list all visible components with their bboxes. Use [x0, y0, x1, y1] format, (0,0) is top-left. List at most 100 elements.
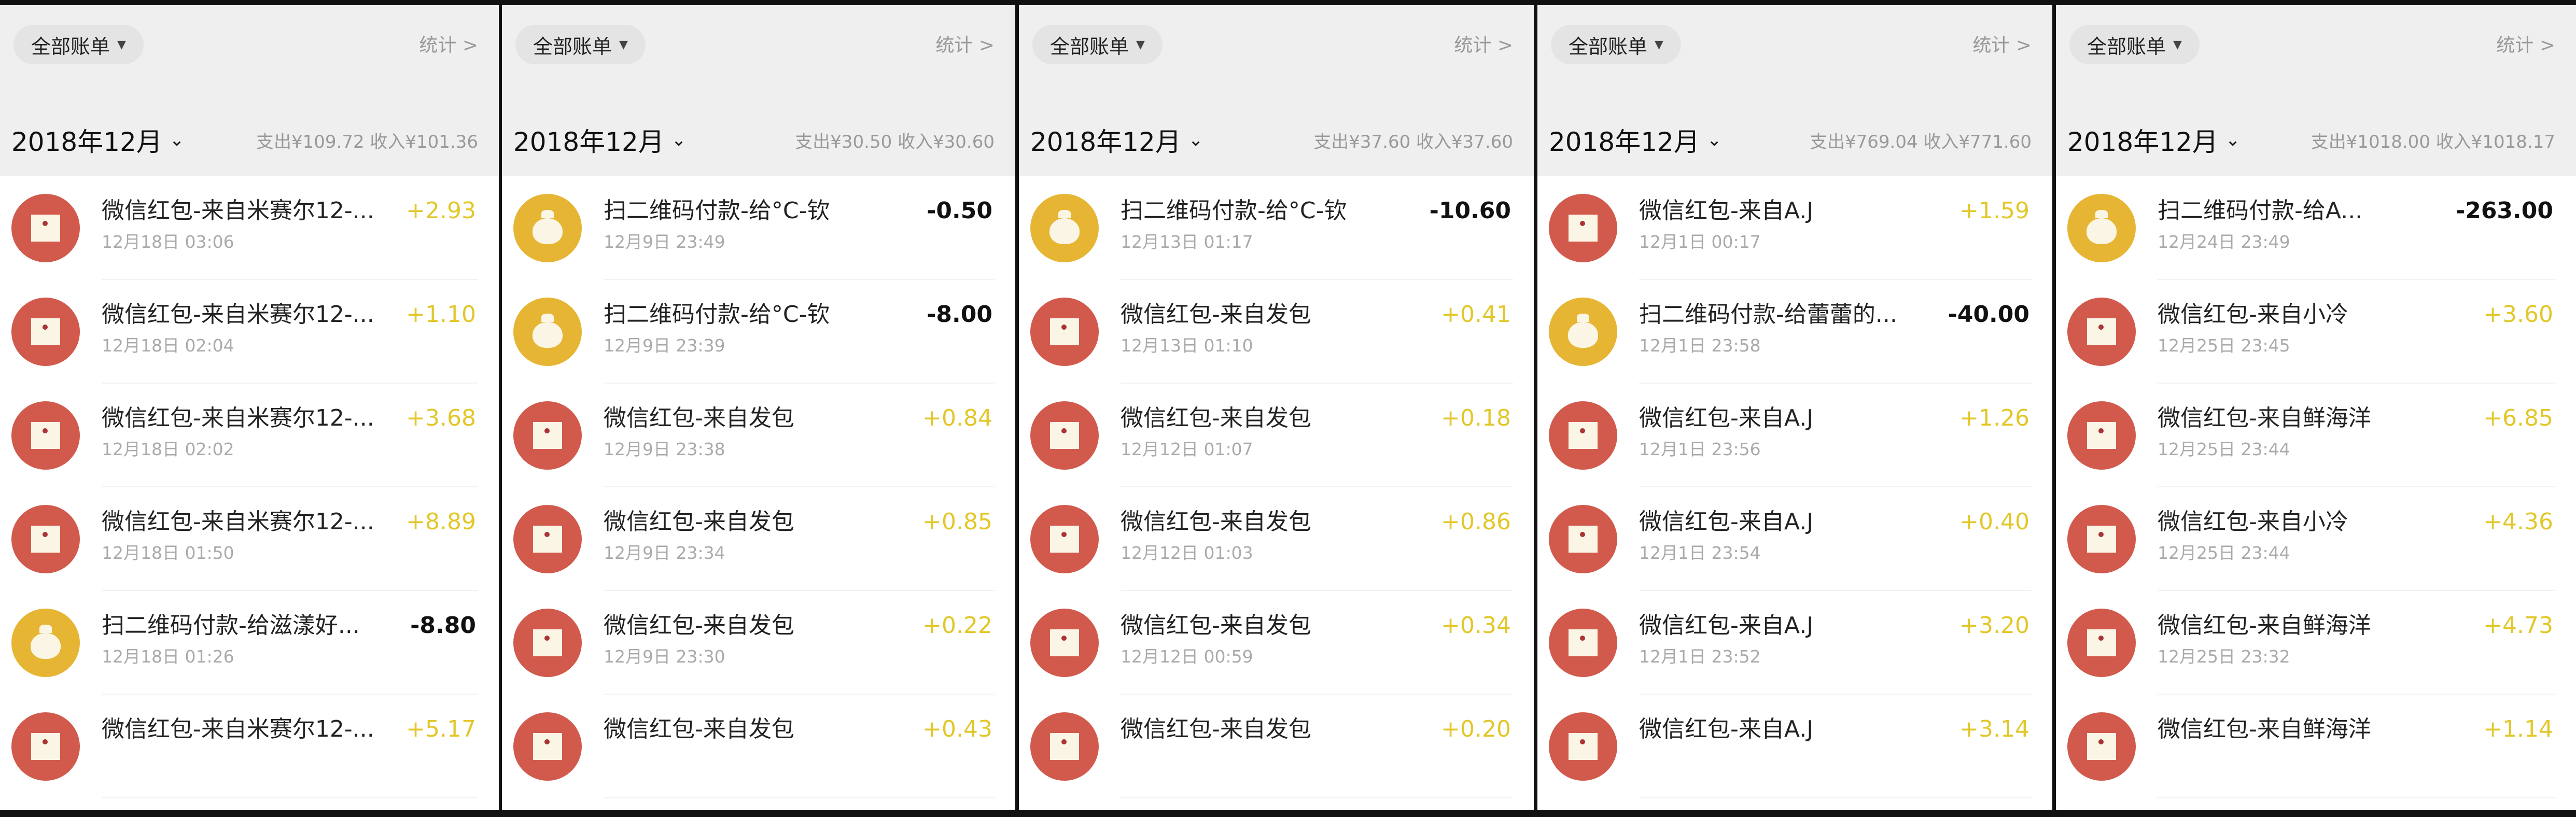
- transaction-row[interactable]: 微信红包-来自发包 12月9日 23:34 +0.85: [502, 487, 1015, 591]
- transaction-amount: +1.26: [1959, 405, 2029, 431]
- transaction-row[interactable]: 微信红包-来自发包 12月12日 01:07 +0.18: [1019, 384, 1534, 487]
- filter-dropdown[interactable]: 全部账单 ▼: [515, 25, 646, 64]
- month-selector[interactable]: 2018年12月 ⌄: [11, 121, 184, 159]
- month-selector[interactable]: 2018年12月 ⌄: [1549, 121, 1721, 159]
- transaction-row[interactable]: 微信红包-来自发包 12月9日 23:38 +0.84: [502, 384, 1015, 487]
- stats-link[interactable]: 统计 >: [935, 35, 995, 56]
- red-envelope-icon: [1549, 401, 1617, 470]
- transaction-row[interactable]: 扫二维码付款-给滋漾好... 12月18日 01:26 -8.80: [0, 591, 499, 695]
- filter-dropdown[interactable]: 全部账单 ▼: [13, 25, 144, 64]
- transaction-title: 微信红包-来自发包: [604, 612, 794, 639]
- row-divider: [1639, 486, 2032, 487]
- red-envelope-icon: [2067, 298, 2136, 366]
- row-divider: [1639, 694, 2032, 695]
- transaction-date: 12月12日 00:59: [1121, 646, 1253, 667]
- red-envelope-icon: [1030, 609, 1099, 677]
- envelope-glyph: [2087, 733, 2116, 760]
- transaction-row[interactable]: 微信红包-来自发包 12月12日 01:03 +0.86: [1019, 487, 1534, 591]
- row-divider: [1121, 797, 1513, 798]
- red-envelope-icon: [1549, 505, 1617, 573]
- filter-dropdown[interactable]: 全部账单 ▼: [1032, 25, 1163, 64]
- filter-dropdown[interactable]: 全部账单 ▼: [2069, 25, 2200, 64]
- transaction-row[interactable]: 微信红包-来自发包 12月9日 23:30 +0.22: [502, 591, 1015, 695]
- red-envelope-icon: [513, 609, 582, 677]
- transaction-amount: -8.00: [927, 301, 992, 328]
- transaction-row[interactable]: 扫二维码付款-给°C-钦 12月9日 23:39 -8.00: [502, 280, 1015, 384]
- bill-header: 全部账单 ▼ 统计 > 2018年12月 ⌄ 支出¥1018.00 收入¥1018.17: [2056, 5, 2576, 176]
- transaction-title: 微信红包-来自发包: [1121, 716, 1311, 742]
- row-divider: [102, 486, 478, 487]
- transaction-date: 12月1日 23:54: [1639, 543, 1761, 563]
- row-divider: [2158, 279, 2555, 280]
- transaction-row[interactable]: 微信红包-来自鲜海洋 12月25日 23:32 +4.73: [2056, 591, 2576, 695]
- month-label: 2018年12月: [2067, 127, 2218, 157]
- transaction-amount: +0.34: [1441, 612, 1511, 639]
- transaction-row[interactable]: 微信红包-来自米赛尔12-... 12月18日 01:50 +8.89: [0, 487, 499, 591]
- transaction-title: 微信红包-来自米赛尔12-...: [102, 509, 374, 535]
- stats-link[interactable]: 统计 >: [1972, 35, 2032, 56]
- filter-dropdown[interactable]: 全部账单 ▼: [1551, 25, 1681, 64]
- transaction-row[interactable]: 微信红包-来自发包 +0.20: [1019, 695, 1534, 798]
- envelope-glyph: [1569, 733, 1598, 760]
- transaction-row[interactable]: 微信红包-来自米赛尔12-... +5.17: [0, 695, 499, 798]
- transaction-title: 微信红包-来自发包: [1121, 509, 1311, 535]
- chevron-down-icon: ⌄: [1706, 130, 1722, 150]
- transaction-row[interactable]: 微信红包-来自鲜海洋 +1.14: [2056, 695, 2576, 798]
- transaction-date: 12月24日 23:49: [2158, 232, 2290, 252]
- transaction-row[interactable]: 微信红包-来自A.J 12月1日 23:54 +0.40: [1537, 487, 2052, 591]
- bag-glyph: [1568, 314, 1598, 348]
- bag-glyph: [1049, 210, 1080, 244]
- transaction-row[interactable]: 微信红包-来自发包 +0.43: [502, 695, 1015, 798]
- transaction-title: 扫二维码付款-给°C-钦: [604, 198, 830, 224]
- red-envelope-icon: [1549, 609, 1617, 677]
- transaction-row[interactable]: 微信红包-来自米赛尔12-... 12月18日 02:04 +1.10: [0, 280, 499, 384]
- bill-panel: 全部账单 ▼ 统计 > 2018年12月 ⌄ 支出¥37.60 收入¥37.60 扫二维码付…: [1019, 5, 1534, 810]
- transaction-row[interactable]: 微信红包-来自米赛尔12-... 12月18日 03:06 +2.93: [0, 176, 499, 280]
- month-label: 2018年12月: [513, 127, 664, 157]
- transaction-row[interactable]: 微信红包-来自A.J 12月1日 23:52 +3.20: [1537, 591, 2052, 695]
- transaction-row[interactable]: 微信红包-来自发包 12月12日 00:59 +0.34: [1019, 591, 1534, 695]
- month-selector[interactable]: 2018年12月 ⌄: [2067, 121, 2240, 159]
- transaction-title: 扫二维码付款-给°C-钦: [604, 301, 830, 328]
- row-divider: [604, 590, 995, 591]
- transaction-date: 12月18日 02:02: [102, 439, 234, 459]
- red-envelope-icon: [1030, 712, 1099, 781]
- transaction-row[interactable]: 扫二维码付款-给°C-钦 12月13日 01:17 -10.60: [1019, 176, 1534, 280]
- transaction-row[interactable]: 微信红包-来自鲜海洋 12月25日 23:44 +6.85: [2056, 384, 2576, 487]
- row-divider: [604, 797, 995, 798]
- transaction-date: 12月25日 23:44: [2158, 439, 2290, 459]
- filter-label: 全部账单: [533, 35, 612, 58]
- month-summary: 支出¥1018.00 收入¥1018.17: [2311, 132, 2555, 152]
- transaction-row[interactable]: 微信红包-来自米赛尔12-... 12月18日 02:02 +3.68: [0, 384, 499, 487]
- transaction-row[interactable]: 微信红包-来自A.J +3.14: [1537, 695, 2052, 798]
- row-divider: [604, 486, 995, 487]
- transaction-amount: +3.14: [1959, 716, 2029, 742]
- transaction-row[interactable]: 微信红包-来自A.J 12月1日 00:17 +1.59: [1537, 176, 2052, 280]
- month-selector[interactable]: 2018年12月 ⌄: [1030, 121, 1203, 159]
- transaction-row[interactable]: 微信红包-来自小冷 12月25日 23:45 +3.60: [2056, 280, 2576, 384]
- transaction-amount: -263.00: [2455, 198, 2553, 224]
- row-divider: [2158, 694, 2555, 695]
- transaction-amount: -8.80: [410, 612, 476, 639]
- transaction-row[interactable]: 微信红包-来自发包 12月13日 01:10 +0.41: [1019, 280, 1534, 384]
- money-bag-icon: [2067, 194, 2136, 262]
- row-divider: [1639, 279, 2032, 280]
- transaction-row[interactable]: 扫二维码付款-给蕾蕾的... 12月1日 23:58 -40.00: [1537, 280, 2052, 384]
- month-summary: 支出¥769.04 收入¥771.60: [1809, 132, 2032, 152]
- stats-link[interactable]: 统计 >: [419, 35, 478, 56]
- stats-link[interactable]: 统计 >: [2496, 35, 2555, 56]
- transaction-row[interactable]: 微信红包-来自A.J 12月1日 23:56 +1.26: [1537, 384, 2052, 487]
- month-selector[interactable]: 2018年12月 ⌄: [513, 121, 686, 159]
- money-bag-icon: [1549, 298, 1617, 366]
- transaction-title: 微信红包-来自A.J: [1639, 198, 1814, 224]
- transaction-date: 12月25日 23:44: [2158, 543, 2290, 563]
- month-label: 2018年12月: [1549, 127, 1700, 157]
- transaction-row[interactable]: 扫二维码付款-给A... 12月24日 23:49 -263.00: [2056, 176, 2576, 280]
- transaction-title: 微信红包-来自鲜海洋: [2158, 612, 2371, 639]
- envelope-glyph: [1569, 629, 1598, 656]
- stats-link[interactable]: 统计 >: [1454, 35, 1513, 56]
- red-envelope-icon: [513, 505, 582, 573]
- row-divider: [2158, 383, 2555, 384]
- transaction-row[interactable]: 微信红包-来自小冷 12月25日 23:44 +4.36: [2056, 487, 2576, 591]
- transaction-row[interactable]: 扫二维码付款-给°C-钦 12月9日 23:49 -0.50: [502, 176, 1015, 280]
